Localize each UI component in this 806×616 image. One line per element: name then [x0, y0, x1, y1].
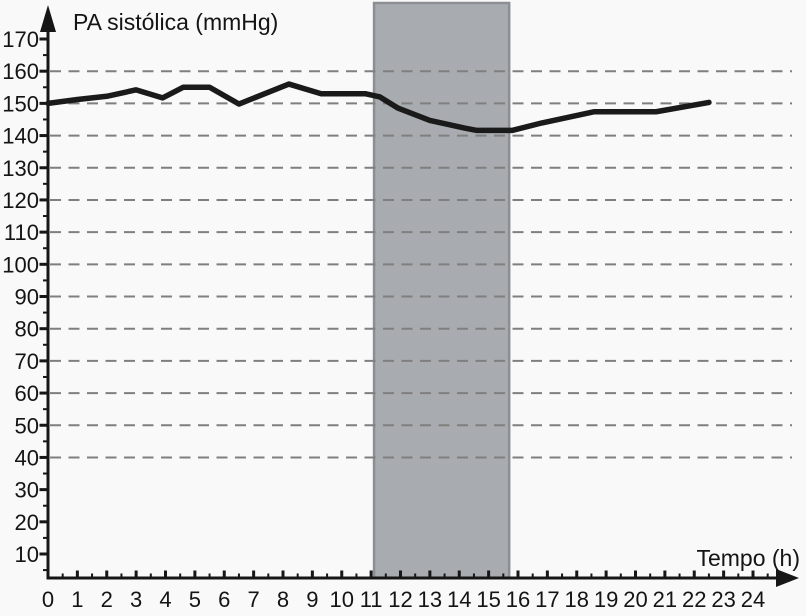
x-axis-arrowhead-icon	[776, 569, 799, 587]
x-tick-label: 1	[71, 587, 83, 612]
x-tick-label: 8	[277, 587, 289, 612]
y-tick-label: 40	[15, 445, 39, 470]
x-tick-label: 17	[535, 587, 559, 612]
x-tick-label: 12	[388, 587, 412, 612]
x-tick-label: 16	[506, 587, 530, 612]
y-tick-label: 90	[15, 285, 39, 310]
x-tick-label: 5	[189, 587, 201, 612]
y-tick-label: 100	[2, 252, 39, 277]
y-tick-label: 80	[15, 317, 39, 342]
y-axis-arrowhead-icon	[40, 5, 56, 32]
x-tick-label: 13	[418, 587, 442, 612]
x-tick-label: 9	[306, 587, 318, 612]
y-tick-label: 140	[2, 124, 39, 149]
x-tick-label: 3	[130, 587, 142, 612]
y-tick-label: 30	[15, 478, 39, 503]
x-tick-label: 14	[447, 587, 471, 612]
x-tick-label: 10	[330, 587, 354, 612]
y-tick-label: 170	[2, 27, 39, 52]
y-tick-label: 130	[2, 156, 39, 181]
y-tick-label: 50	[15, 413, 39, 438]
x-tick-label: 23	[711, 587, 735, 612]
x-tick-label: 7	[248, 587, 260, 612]
y-tick-label: 60	[15, 381, 39, 406]
y-tick-label: 160	[2, 59, 39, 84]
x-tick-label: 18	[565, 587, 589, 612]
y-tick-label: 110	[4, 220, 39, 245]
x-tick-label: 4	[159, 587, 171, 612]
x-axis-label: Tempo (h)	[696, 545, 800, 571]
chart-title: PA sistólica (mmHg)	[73, 9, 278, 35]
x-tick-label: 19	[594, 587, 618, 612]
x-tick-label: 11	[360, 587, 383, 612]
y-tick-label: 10	[15, 542, 39, 567]
x-tick-label: 22	[682, 587, 706, 612]
x-tick-label: 20	[623, 587, 647, 612]
y-tick-label: 120	[2, 188, 39, 213]
series-line-pa-sistolica	[45, 81, 712, 134]
x-tick-label: 6	[218, 587, 230, 612]
y-tick-label: 70	[15, 349, 39, 374]
x-tick-label: 24	[741, 587, 765, 612]
y-tick-label: 150	[2, 91, 39, 116]
y-tick-label: 20	[15, 510, 39, 535]
shaded-region	[372, 1, 511, 580]
x-tick-label: 15	[476, 587, 500, 612]
x-tick-label: 0	[42, 587, 54, 612]
x-tick-label: 2	[101, 587, 113, 612]
x-tick-label: 21	[653, 587, 677, 612]
